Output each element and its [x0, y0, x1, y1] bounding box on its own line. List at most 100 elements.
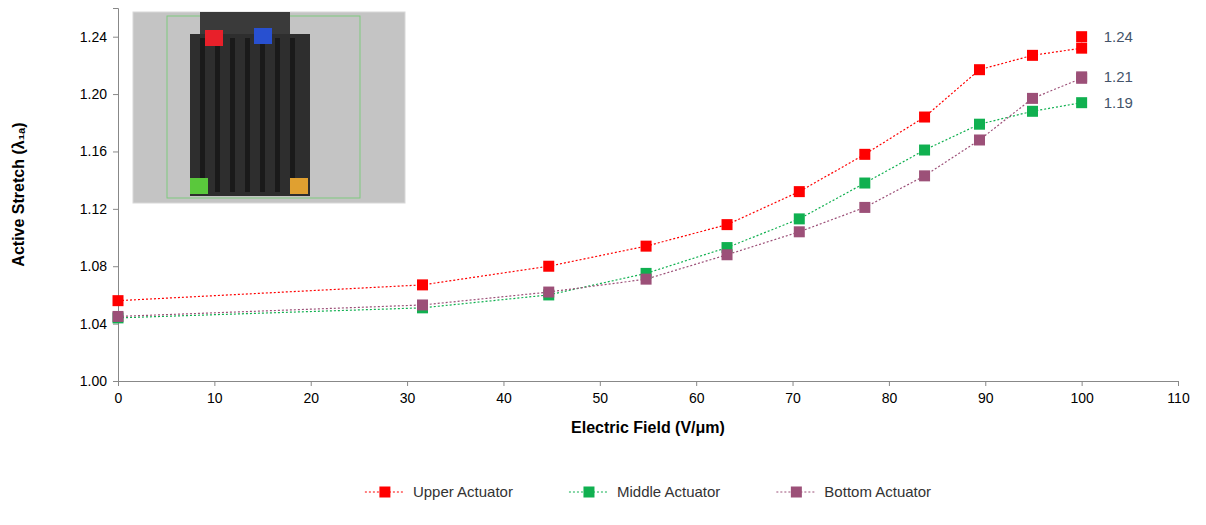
x-tick: 50 — [593, 381, 609, 406]
y-tick: 1.20 — [80, 86, 118, 102]
data-point — [859, 178, 870, 189]
x-axis: 0102030405060708090100110 — [115, 381, 1190, 406]
x-tick-label: 10 — [207, 390, 223, 406]
y-axis: 1.00 1.04 1.08 1.12 1.16 1.20 1.24 — [80, 9, 119, 389]
series-line — [118, 103, 1082, 318]
inset-actuator — [190, 34, 310, 196]
data-point — [113, 311, 124, 322]
x-tick-mark — [985, 381, 986, 386]
x-tick-label: 50 — [593, 390, 609, 406]
data-point — [1027, 93, 1038, 104]
x-tick: 90 — [978, 381, 994, 406]
chart: 01020304050607080901001101.001.041.081.1… — [0, 0, 1206, 525]
y-tick-label: 1.16 — [80, 143, 107, 159]
x-axis-line — [119, 382, 1179, 387]
data-point — [641, 241, 652, 252]
x-tick-mark — [311, 381, 312, 386]
legend-marker — [583, 487, 594, 498]
x-tick-label: 70 — [785, 390, 801, 406]
x-tick-mark — [1178, 381, 1179, 386]
x-tick: 30 — [400, 381, 416, 406]
y-axis-line — [113, 9, 119, 382]
x-tick-mark — [214, 381, 215, 386]
y-tick-label: 1.24 — [80, 29, 107, 45]
inset-stripe — [200, 38, 205, 192]
annotation: 1.21 — [1104, 68, 1133, 85]
x-tick-label: 20 — [303, 390, 319, 406]
legend-item: Middle Actuator — [569, 483, 720, 500]
x-tick-mark — [793, 381, 794, 386]
x-tick-label: 0 — [115, 390, 123, 406]
x-tick-label: 110 — [1167, 390, 1190, 406]
y-tick-label: 1.04 — [80, 316, 107, 332]
y-tick: 1.12 — [80, 201, 118, 217]
data-point — [919, 145, 930, 156]
inset-stripe — [245, 38, 250, 192]
legend-marker — [379, 487, 390, 498]
data-point — [859, 202, 870, 213]
data-point — [641, 274, 652, 285]
data-point — [794, 226, 805, 237]
inset-stripe — [290, 38, 295, 192]
data-point — [794, 213, 805, 224]
x-tick-mark — [696, 381, 697, 386]
inset-background — [133, 12, 405, 203]
legend: Upper Actuator Middle Actuator Bottom Actu… — [365, 483, 931, 500]
data-point — [974, 119, 985, 130]
data-point — [859, 149, 870, 160]
data-point — [1027, 106, 1038, 117]
inset-tracker — [190, 178, 208, 194]
y-tick-mark — [113, 94, 118, 95]
x-tick: 20 — [303, 381, 319, 406]
y-axis-title: Active Stretch (λ₁ₐ) — [10, 122, 27, 266]
data-point — [417, 299, 428, 310]
data-point — [543, 261, 554, 272]
data-point — [417, 279, 428, 290]
y-tick-mark — [113, 324, 118, 325]
data-point — [1027, 50, 1038, 61]
inset-stripe — [275, 38, 280, 192]
inset-tracker — [205, 30, 223, 46]
data-point — [974, 134, 985, 145]
x-tick-mark — [600, 381, 601, 386]
data-point — [1076, 31, 1087, 42]
inset-tracker — [290, 178, 308, 194]
data-point — [543, 287, 554, 298]
x-tick: 40 — [496, 381, 512, 406]
legend-item: Upper Actuator — [365, 483, 513, 500]
y-tick: 1.16 — [80, 143, 118, 159]
data-point — [1076, 71, 1087, 82]
x-tick-mark — [503, 381, 504, 386]
data-point — [919, 112, 930, 123]
y-tick-label: 1.08 — [80, 258, 107, 274]
x-tick-mark — [407, 381, 408, 386]
inset-stripe — [215, 38, 220, 192]
legend-label: Bottom Actuator — [824, 483, 931, 500]
data-point — [794, 186, 805, 197]
x-tick-label: 100 — [1070, 390, 1094, 406]
x-tick-mark — [889, 381, 890, 386]
y-tick: 1.08 — [80, 258, 118, 274]
x-tick: 10 — [207, 381, 223, 406]
x-tick: 110 — [1167, 381, 1190, 406]
data-point — [1076, 97, 1087, 108]
inset-image — [133, 12, 405, 203]
x-tick-label: 30 — [400, 390, 416, 406]
y-tick: 1.00 — [80, 373, 118, 389]
x-tick-label: 40 — [496, 390, 512, 406]
y-tick-mark — [113, 151, 118, 152]
inset-frame — [167, 16, 360, 198]
data-point — [974, 64, 985, 75]
annotation: 1.24 — [1104, 28, 1133, 45]
x-axis-title: Electric Field (V/μm) — [571, 419, 725, 436]
y-tick-label: 1.12 — [80, 201, 107, 217]
annotation: 1.19 — [1104, 94, 1133, 111]
legend-label: Upper Actuator — [413, 483, 513, 500]
x-tick-label: 90 — [978, 390, 994, 406]
data-point — [919, 170, 930, 181]
series-line — [118, 37, 1082, 301]
y-tick-mark — [113, 381, 118, 382]
legend-item: Bottom Actuator — [776, 483, 931, 500]
y-tick-label: 1.00 — [80, 373, 107, 389]
inset-stripe — [230, 38, 235, 192]
